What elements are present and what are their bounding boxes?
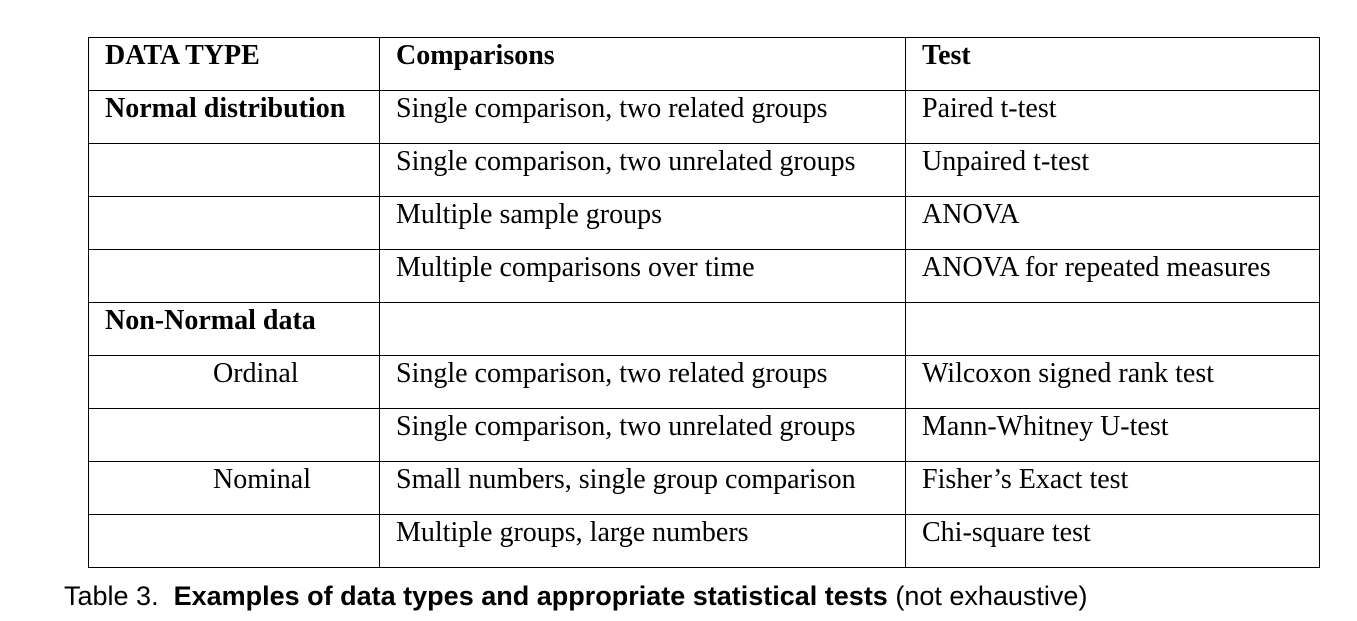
cell-comparison-text: Single comparison, two unrelated groups xyxy=(396,411,856,442)
cell-data-type-text xyxy=(105,144,379,146)
cell-test-text: Paired t-test xyxy=(922,93,1057,124)
cell-test: ANOVA xyxy=(905,196,1320,250)
cell-comparison-text xyxy=(396,303,905,305)
cell-comparison xyxy=(379,302,906,356)
cell-comparison: Single comparison, two related groups xyxy=(379,355,906,409)
cell-test-text: Unpaired t-test xyxy=(922,146,1090,177)
table-row: Multiple sample groups ANOVA xyxy=(88,196,1320,250)
cell-test: ANOVA for repeated measures xyxy=(905,249,1320,303)
table-row: Ordinal Single comparison, two related gr… xyxy=(88,355,1320,409)
cell-test-text xyxy=(922,303,1319,305)
cell-data-type-text: Normal distribution xyxy=(105,93,346,124)
cell-data-type-text: Non-Normal data xyxy=(105,305,316,336)
header-comparisons: Comparisons xyxy=(379,37,906,91)
table-body: DATA TYPE Comparisons Test Normal distri… xyxy=(88,37,1320,568)
cell-comparison-text: Small numbers, single group comparison xyxy=(396,464,856,495)
cell-comparison: Multiple sample groups xyxy=(379,196,906,250)
table-row: Non-Normal data xyxy=(88,302,1320,356)
cell-comparison: Single comparison, two related groups xyxy=(379,90,906,144)
cell-comparison: Single comparison, two unrelated groups xyxy=(379,408,906,462)
cell-test xyxy=(905,302,1320,356)
table-caption: Table 3. Examples of data types and appr… xyxy=(64,580,1087,612)
cell-comparison-text: Single comparison, two related groups xyxy=(396,358,828,389)
cell-comparison-text: Multiple comparisons over time xyxy=(396,252,755,283)
cell-comparison: Multiple groups, large numbers xyxy=(379,514,906,568)
statistical-tests-table: DATA TYPE Comparisons Test Normal distri… xyxy=(88,37,1320,568)
cell-comparison-text: Multiple sample groups xyxy=(396,199,662,230)
cell-data-type-text xyxy=(105,409,379,411)
cell-test-text: Mann-Whitney U-test xyxy=(922,411,1169,442)
cell-data-type xyxy=(88,196,380,250)
table-header-row: DATA TYPE Comparisons Test xyxy=(88,37,1320,91)
cell-data-type-text xyxy=(105,197,379,199)
cell-data-type: Normal distribution xyxy=(88,90,380,144)
cell-test: Wilcoxon signed rank test xyxy=(905,355,1320,409)
caption-label: Table 3. xyxy=(64,581,159,611)
cell-test-text: ANOVA for repeated measures xyxy=(922,252,1271,283)
cell-comparison-text: Single comparison, two related groups xyxy=(396,93,828,124)
cell-data-type: Nominal xyxy=(88,461,380,515)
cell-data-type-text xyxy=(105,515,379,517)
cell-test: Chi-square test xyxy=(905,514,1320,568)
cell-test-text: ANOVA xyxy=(922,199,1020,230)
table-row: Nominal Small numbers, single group compa… xyxy=(88,461,1320,515)
header-test-label: Test xyxy=(922,40,971,71)
cell-data-type: Ordinal xyxy=(88,355,380,409)
caption-title: Examples of data types and appropriate s… xyxy=(173,581,888,611)
cell-comparison: Multiple comparisons over time xyxy=(379,249,906,303)
cell-test-text: Fisher’s Exact test xyxy=(922,464,1129,495)
cell-test-text: Chi-square test xyxy=(922,517,1091,548)
cell-data-type xyxy=(88,514,380,568)
cell-comparison-text: Multiple groups, large numbers xyxy=(396,517,749,548)
table-row: Multiple comparisons over time ANOVA for … xyxy=(88,249,1320,303)
table-row: Single comparison, two unrelated groups U… xyxy=(88,143,1320,197)
caption-note: (not exhaustive) xyxy=(895,581,1088,611)
cell-test: Paired t-test xyxy=(905,90,1320,144)
cell-test: Fisher’s Exact test xyxy=(905,461,1320,515)
cell-data-type-text: Ordinal xyxy=(213,358,299,389)
cell-test-text: Wilcoxon signed rank test xyxy=(922,358,1215,389)
header-comparisons-label: Comparisons xyxy=(396,40,555,71)
cell-data-type-text: Nominal xyxy=(213,464,311,495)
cell-data-type: Non-Normal data xyxy=(88,302,380,356)
header-data-type-label: DATA TYPE xyxy=(105,40,260,71)
cell-comparison: Single comparison, two unrelated groups xyxy=(379,143,906,197)
cell-data-type xyxy=(88,249,380,303)
cell-data-type xyxy=(88,143,380,197)
cell-data-type-text xyxy=(105,250,379,252)
table-row: Normal distribution Single comparison, tw… xyxy=(88,90,1320,144)
cell-test: Mann-Whitney U-test xyxy=(905,408,1320,462)
table-row: Single comparison, two unrelated groups M… xyxy=(88,408,1320,462)
header-data-type: DATA TYPE xyxy=(88,37,380,91)
cell-test: Unpaired t-test xyxy=(905,143,1320,197)
header-test: Test xyxy=(905,37,1320,91)
table-row: Multiple groups, large numbers Chi-square… xyxy=(88,514,1320,568)
cell-comparison-text: Single comparison, two unrelated groups xyxy=(396,146,856,177)
cell-data-type xyxy=(88,408,380,462)
cell-comparison: Small numbers, single group comparison xyxy=(379,461,906,515)
